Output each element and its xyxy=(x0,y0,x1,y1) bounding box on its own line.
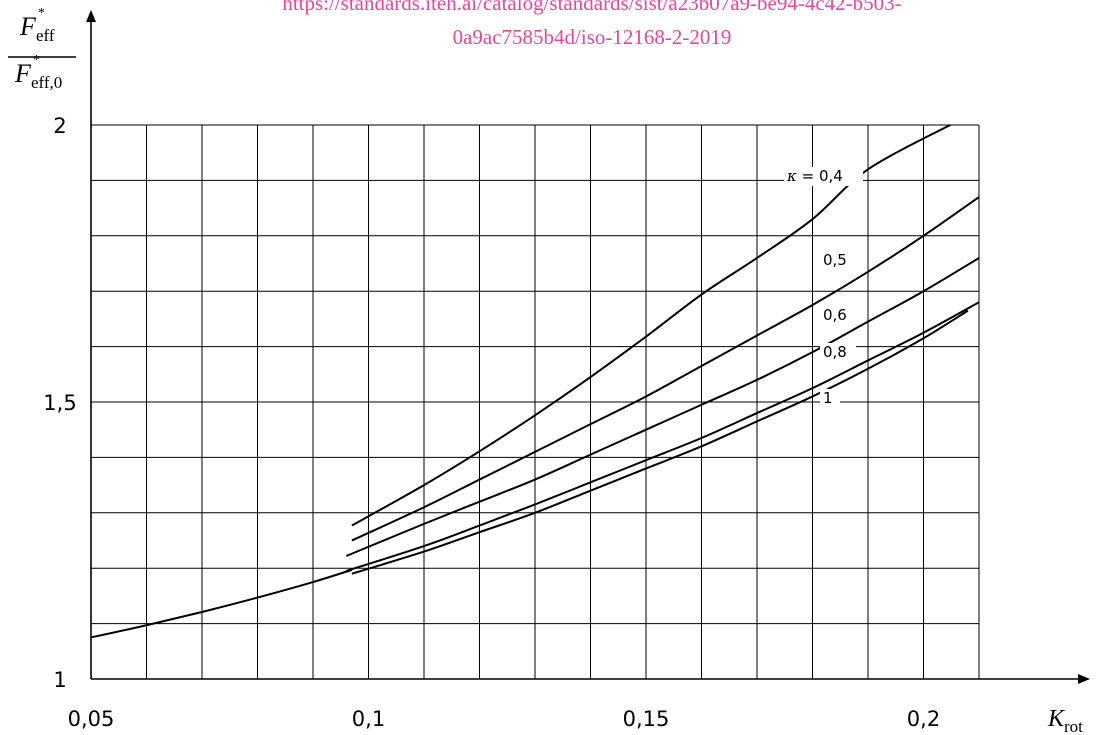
x-tick-label: 0,2 xyxy=(907,707,940,731)
x-tick-label: 0,05 xyxy=(68,707,115,731)
series-label-background xyxy=(784,167,863,186)
y-label-denominator-sup: * xyxy=(33,53,40,68)
series-label-background xyxy=(820,389,840,408)
y-axis-label: F * eff F * eff,0 xyxy=(8,6,76,92)
series-line xyxy=(345,257,980,557)
chart-series: κ = 0,4 0,5 0,6 0,8 1 xyxy=(90,124,980,639)
y-label-numerator-sup: * xyxy=(38,6,45,21)
series-line xyxy=(351,124,951,527)
series-label: 0,5 xyxy=(823,251,847,269)
series-label-background xyxy=(820,343,856,362)
series-label: 1 xyxy=(823,389,833,407)
watermark-line-2: 0a9ac7585b4d/iso-12168-2-2019 xyxy=(453,25,732,49)
series-label-background xyxy=(820,306,856,325)
x-label-main: K xyxy=(1047,706,1066,732)
y-tick-label: 2 xyxy=(53,114,66,138)
x-tick-label: 0,15 xyxy=(623,707,670,731)
series-label-background xyxy=(820,251,856,270)
x-axis-label: K rot xyxy=(1047,706,1083,735)
y-label-numerator-sub: eff xyxy=(36,26,55,45)
x-tick-label: 0,1 xyxy=(352,707,385,731)
y-tick-label: 1,5 xyxy=(43,391,76,415)
watermark-line-1: https://standards.iteh.ai/catalog/standa… xyxy=(282,0,901,15)
chart-tick-labels: 0,05 0,1 0,15 0,2 1 1,5 2 xyxy=(43,114,940,731)
y-label-numerator-main: F xyxy=(19,12,37,41)
series-line xyxy=(345,301,980,572)
x-label-sub: rot xyxy=(1064,717,1083,735)
series-label: κ = 0,4 xyxy=(786,167,843,185)
series-line xyxy=(351,196,980,542)
series-label: 0,8 xyxy=(823,343,847,361)
chart-axes xyxy=(86,10,1090,684)
series-label: 0,6 xyxy=(823,306,847,324)
chart-grid xyxy=(90,124,980,680)
series-line-common xyxy=(90,568,353,639)
y-label-denominator-sub: eff,0 xyxy=(31,73,62,92)
series-line xyxy=(351,309,969,575)
y-label-denominator-main: F xyxy=(14,59,32,88)
y-tick-label: 1 xyxy=(53,668,66,692)
